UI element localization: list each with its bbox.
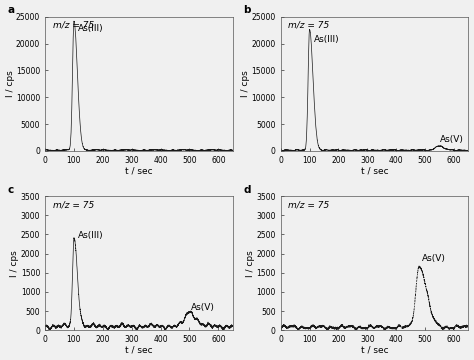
- Text: As(V): As(V): [191, 303, 215, 312]
- Y-axis label: I / cps: I / cps: [241, 71, 250, 97]
- Text: b: b: [243, 5, 251, 15]
- Text: As(V): As(V): [439, 135, 464, 144]
- Y-axis label: I / cps: I / cps: [10, 250, 19, 276]
- Text: a: a: [8, 5, 15, 15]
- Text: As(III): As(III): [78, 231, 104, 240]
- Text: m/z = 75: m/z = 75: [288, 200, 329, 209]
- Y-axis label: I / cps: I / cps: [246, 250, 255, 276]
- Text: c: c: [8, 185, 14, 195]
- X-axis label: t / sec: t / sec: [361, 166, 388, 175]
- Text: As(III): As(III): [78, 24, 104, 33]
- Text: m/z = 75: m/z = 75: [53, 21, 94, 30]
- Y-axis label: I / cps: I / cps: [6, 71, 15, 97]
- Text: d: d: [243, 185, 251, 195]
- Text: m/z = 75: m/z = 75: [288, 21, 329, 30]
- Text: As(III): As(III): [314, 35, 339, 44]
- X-axis label: t / sec: t / sec: [125, 166, 153, 175]
- X-axis label: t / sec: t / sec: [125, 346, 153, 355]
- Text: As(V): As(V): [422, 254, 446, 263]
- Text: m/z = 75: m/z = 75: [53, 200, 94, 209]
- X-axis label: t / sec: t / sec: [361, 346, 388, 355]
